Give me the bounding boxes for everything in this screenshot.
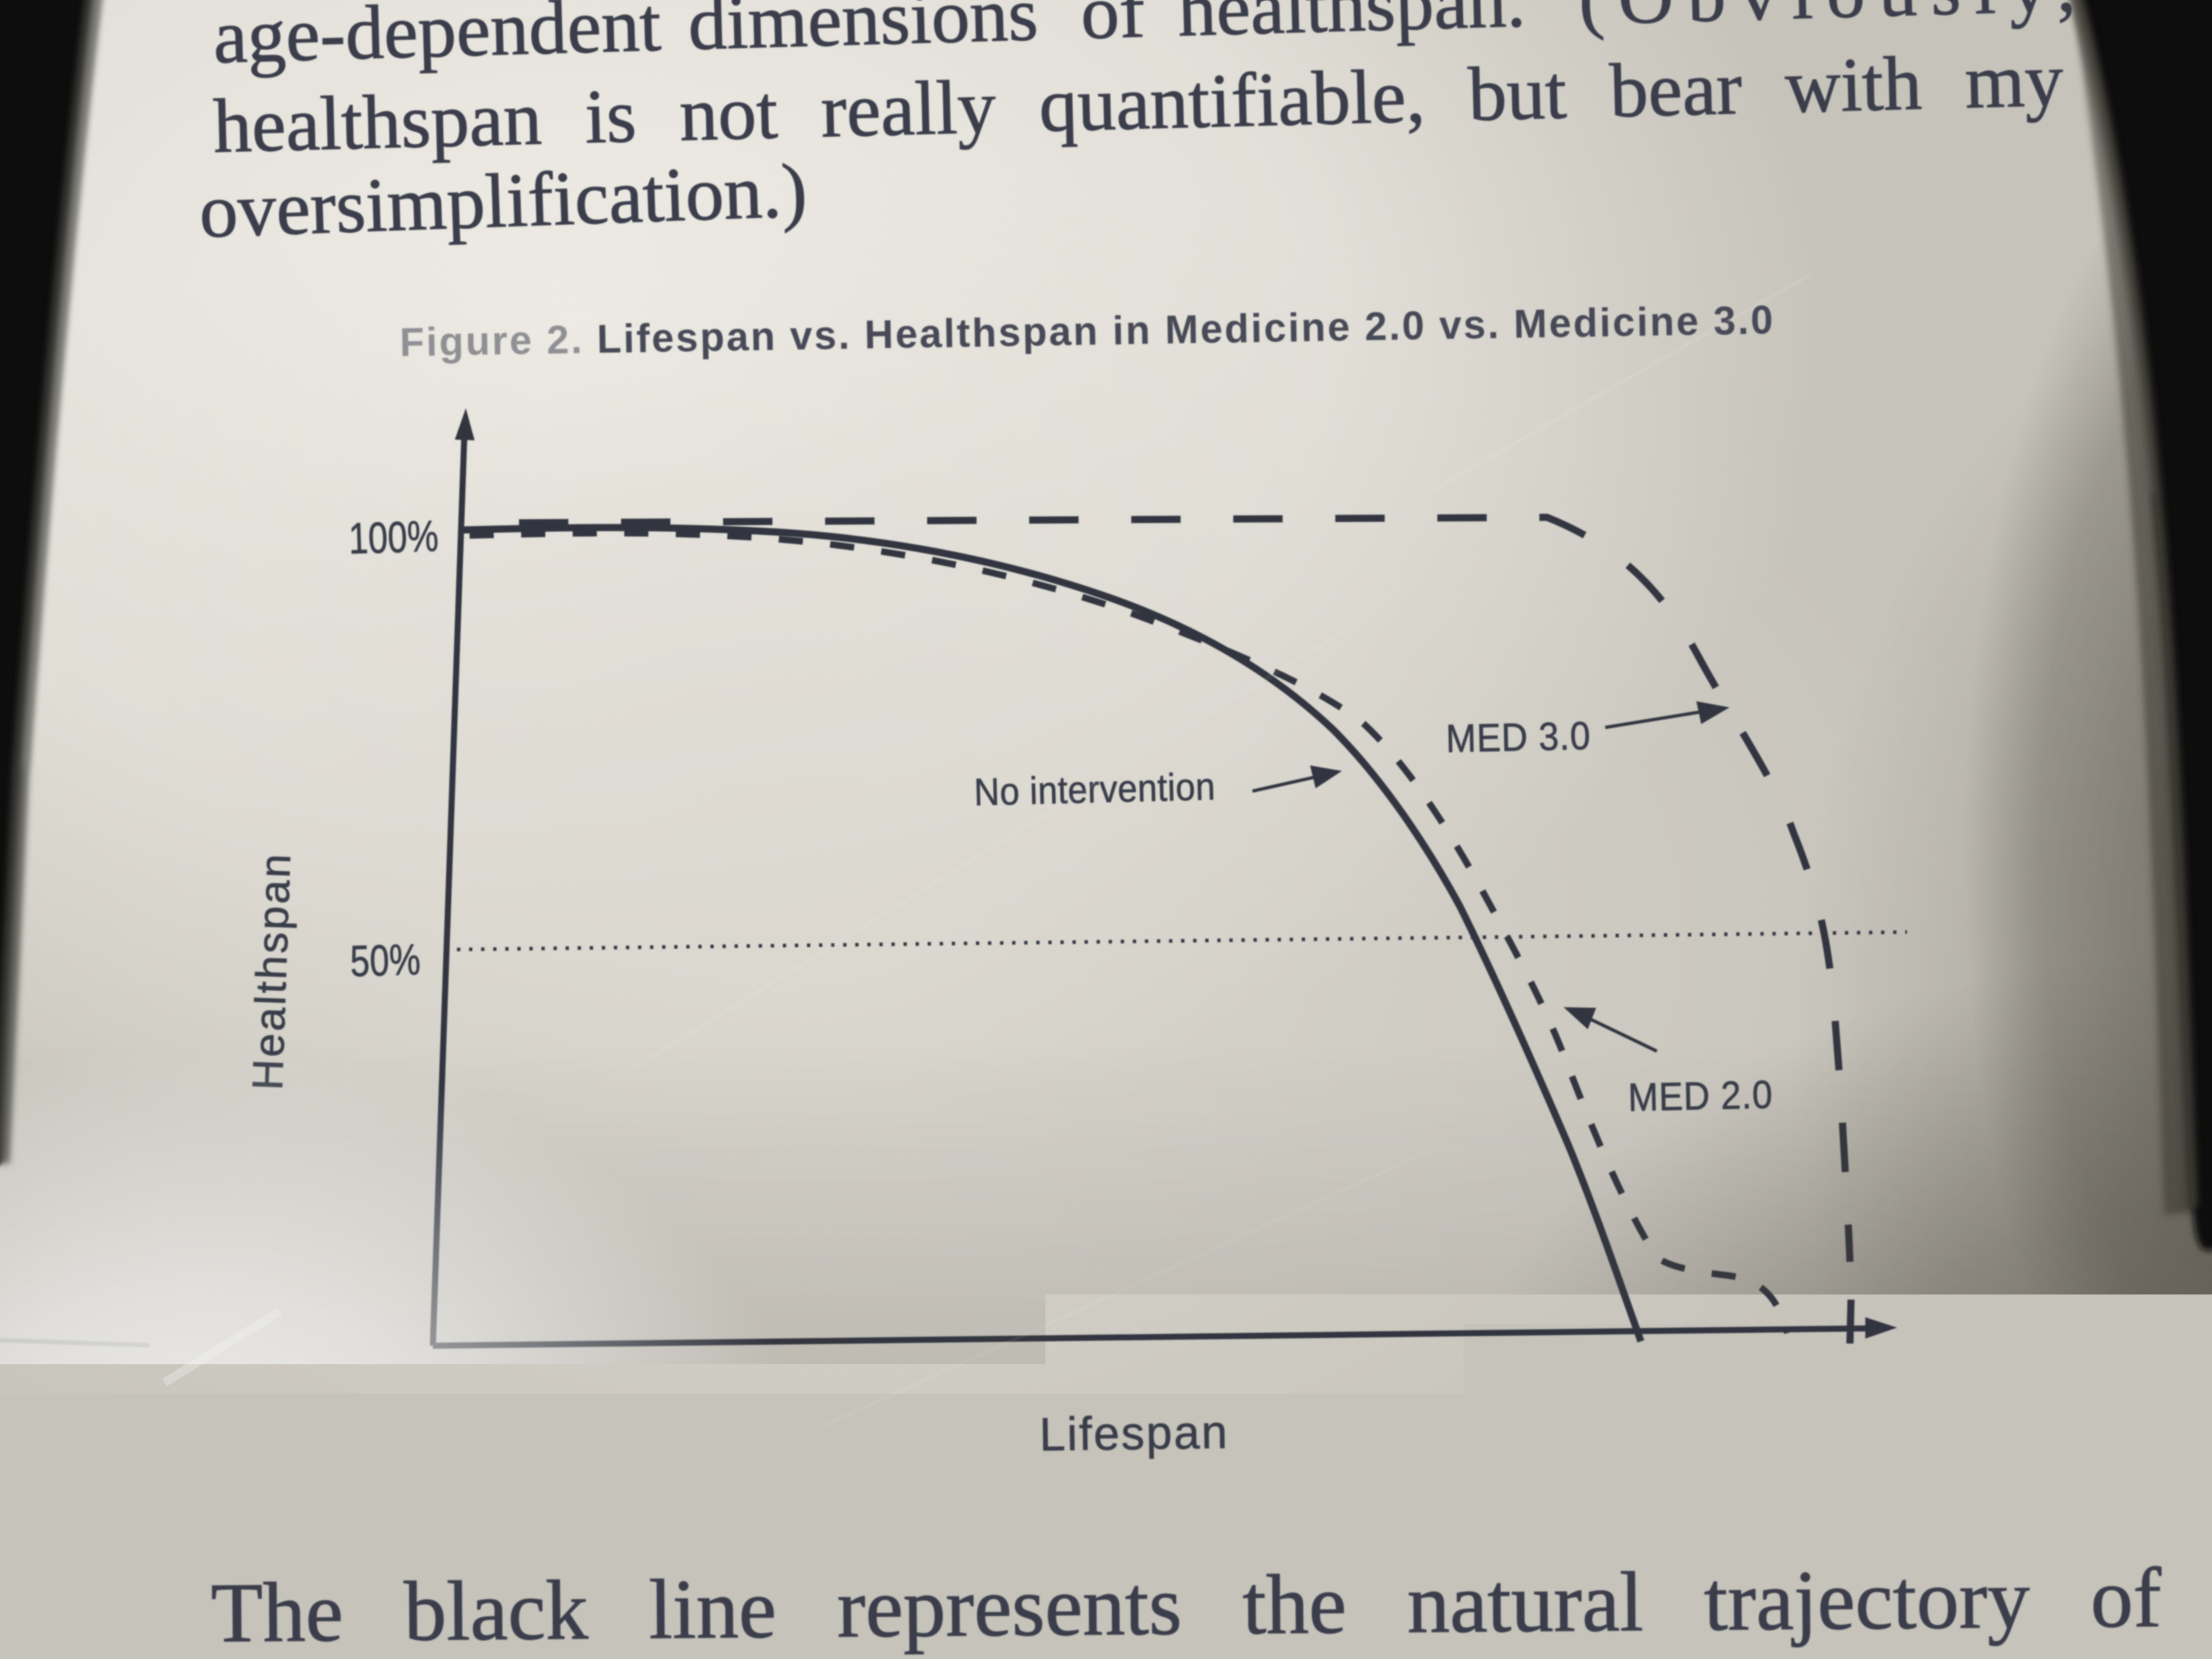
svg-text:50%: 50%: [349, 935, 421, 986]
svg-text:MED 3.0: MED 3.0: [1446, 713, 1592, 761]
svg-text:No intervention: No intervention: [973, 765, 1216, 814]
svg-text:100%: 100%: [348, 511, 439, 563]
